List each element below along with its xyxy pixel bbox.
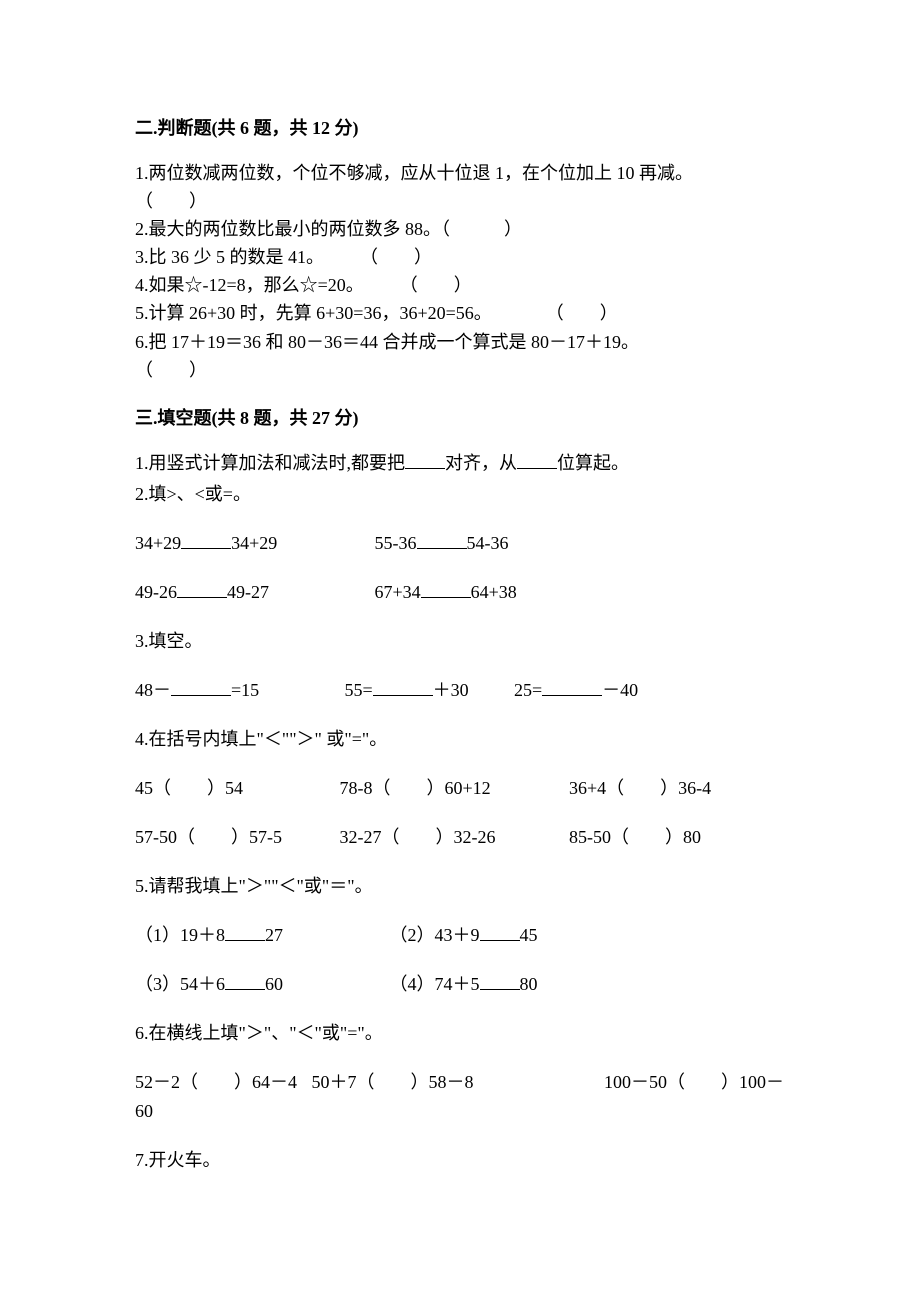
q3-6-c3: 100－50（ ）100－ [604,1069,784,1096]
q3-2-row1: 34+29 34+29 55-36 54-36 [135,530,785,557]
q3-5-row2: （3）54＋6 60 （4）74＋5 80 [135,971,785,998]
q3-7-title: 7.开火车。 [135,1147,785,1174]
q3-4-r2c2: 32-27（ ）32-26 [340,824,565,851]
q3-2-r2c2a: 67+34 [375,582,421,602]
blank [517,451,557,469]
section-3-heading: 三.填空题(共 8 题，共 27 分) [135,405,785,432]
q3-4-r2c1: 57-50（ ）57-5 [135,824,335,851]
q3-6-c2: 50＋7（ ）58－8 [312,1069,600,1096]
blank [480,972,520,990]
blank [225,972,265,990]
q3-5-title: 5.请帮我填上"＞""＜"或"＝"。 [135,873,785,900]
section-2-questions: 1.两位数减两位数，个位不够减，应从十位退 1，在个位加上 10 再减。 （ ）… [135,160,785,383]
blank [171,678,231,696]
q3-4-r1c2: 78-8（ ）60+12 [340,775,565,802]
q2-3: 3.比 36 少 5 的数是 41。 （ ） [135,244,785,270]
q3-4-row2: 57-50（ ）57-5 32-27（ ）32-26 85-50（ ）80 [135,824,785,851]
q3-3-c3b: －40 [602,680,638,700]
blank [225,923,265,941]
blank [421,580,471,598]
q3-2-r2c1a: 49-26 [135,582,177,602]
q2-2: 2.最大的两位数比最小的两位数多 88。（ ） [135,216,785,242]
q3-4-r1c1: 45（ ）54 [135,775,335,802]
q3-5-r1c2a: （2）43＋9 [390,925,480,945]
blank [405,451,445,469]
q3-4-r2c3: 85-50（ ）80 [569,824,701,851]
q3-1-pre: 1.用竖式计算加法和减法时,都要把 [135,453,405,473]
q3-3-c2a: 55= [345,680,373,700]
q3-3-c1a: 48－ [135,680,171,700]
blank [417,531,467,549]
q3-6-row: 52－2（ ）64－4 50＋7（ ）58－8 100－50（ ）100－ [135,1069,785,1096]
q3-2-title: 2.填>、<或=。 [135,481,785,508]
q3-3-row: 48－ =15 55= ＋30 25= －40 [135,677,785,704]
q3-5-r1c1b: 27 [265,925,283,945]
q3-1-post: 位算起。 [557,453,629,473]
q2-1-line1: 1.两位数减两位数，个位不够减，应从十位退 1，在个位加上 10 再减。 [135,160,785,186]
q3-2-r1c1a: 34+29 [135,533,181,553]
q3-5-r1c1a: （1）19＋8 [135,925,225,945]
q3-4-row1: 45（ ）54 78-8（ ）60+12 36+4（ ）36-4 [135,775,785,802]
section-2-heading: 二.判断题(共 6 题，共 12 分) [135,115,785,142]
q2-1-line2: （ ） [135,188,785,214]
q3-6-title: 6.在横线上填"＞"、"＜"或"="。 [135,1020,785,1047]
q3-1-mid: 对齐，从 [445,453,517,473]
q3-3-title: 3.填空。 [135,628,785,655]
q3-5-r2c1a: （3）54＋6 [135,974,225,994]
blank [373,678,433,696]
q2-4: 4.如果☆-12=8，那么☆=20。 （ ） [135,272,785,298]
q3-2-r1c2b: 54-36 [467,533,509,553]
blank [181,531,231,549]
q3-2-r2c2b: 64+38 [471,582,517,602]
q3-5-r2c2a: （4）74＋5 [390,974,480,994]
q3-3-c2b: ＋30 [433,680,469,700]
blank [480,923,520,941]
q3-2-r1c1b: 34+29 [231,533,277,553]
q3-3-c1b: =15 [231,680,259,700]
blank [542,678,602,696]
q3-5-r1c2b: 45 [520,925,538,945]
q3-5-row1: （1）19＋8 27 （2）43＋9 45 [135,922,785,949]
q2-6-line1: 6.把 17＋19＝36 和 80－36＝44 合并成一个算式是 80－17＋1… [135,329,785,355]
q3-3-c3a: 25= [514,680,542,700]
q3-2-row2: 49-26 49-27 67+34 64+38 [135,579,785,606]
q3-6-cont: 60 [135,1098,785,1125]
q3-2-r2c1b: 49-27 [227,582,269,602]
blank [177,580,227,598]
q3-5-r2c2b: 80 [520,974,538,994]
q3-4-r1c3: 36+4（ ）36-4 [569,775,711,802]
q3-2-r1c2a: 55-36 [375,533,417,553]
q3-1: 1.用竖式计算加法和减法时,都要把 对齐，从 位算起。 [135,450,785,477]
q3-5-r2c1b: 60 [265,974,283,994]
q3-6-c1: 52－2（ ）64－4 [135,1069,307,1096]
q3-4-title: 4.在括号内填上"＜""＞" 或"="。 [135,726,785,753]
q2-5: 5.计算 26+30 时，先算 6+30=36，36+20=56。 （ ） [135,300,785,326]
q2-6-line2: （ ） [135,357,785,383]
